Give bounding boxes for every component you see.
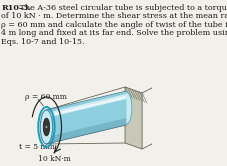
Text: ρ = 60 mm and calculate the angle of twist of the tube if it is: ρ = 60 mm and calculate the angle of twi… bbox=[1, 20, 227, 29]
Text: of 10 kN · m. Determine the shear stress at the mean radius: of 10 kN · m. Determine the shear stress… bbox=[1, 12, 227, 20]
Ellipse shape bbox=[40, 110, 52, 144]
Ellipse shape bbox=[45, 126, 47, 128]
Polygon shape bbox=[46, 118, 126, 144]
Text: ρ = 60 mm: ρ = 60 mm bbox=[25, 93, 66, 101]
Text: 4 m long and fixed at its far end. Solve the problem using: 4 m long and fixed at its far end. Solve… bbox=[1, 29, 227, 37]
Ellipse shape bbox=[120, 92, 131, 124]
Text: 4 m: 4 m bbox=[101, 102, 115, 110]
Text: R10–3.: R10–3. bbox=[1, 3, 31, 11]
Text: The A-36 steel circular tube is subjected to a torque: The A-36 steel circular tube is subjecte… bbox=[12, 3, 227, 11]
Ellipse shape bbox=[43, 118, 49, 136]
Text: t = 5 mm: t = 5 mm bbox=[19, 143, 55, 151]
Text: Eqs. 10-7 and 10-15.: Eqs. 10-7 and 10-15. bbox=[1, 38, 84, 45]
Polygon shape bbox=[46, 94, 126, 118]
Polygon shape bbox=[46, 91, 126, 144]
Polygon shape bbox=[46, 96, 126, 117]
Text: 10 kN·m: 10 kN·m bbox=[38, 155, 71, 163]
Polygon shape bbox=[124, 87, 141, 149]
